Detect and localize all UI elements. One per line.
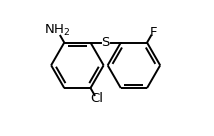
Text: NH$_2$: NH$_2$ <box>44 23 71 38</box>
Text: F: F <box>149 26 157 39</box>
Text: Cl: Cl <box>90 92 103 105</box>
Text: S: S <box>101 36 110 49</box>
